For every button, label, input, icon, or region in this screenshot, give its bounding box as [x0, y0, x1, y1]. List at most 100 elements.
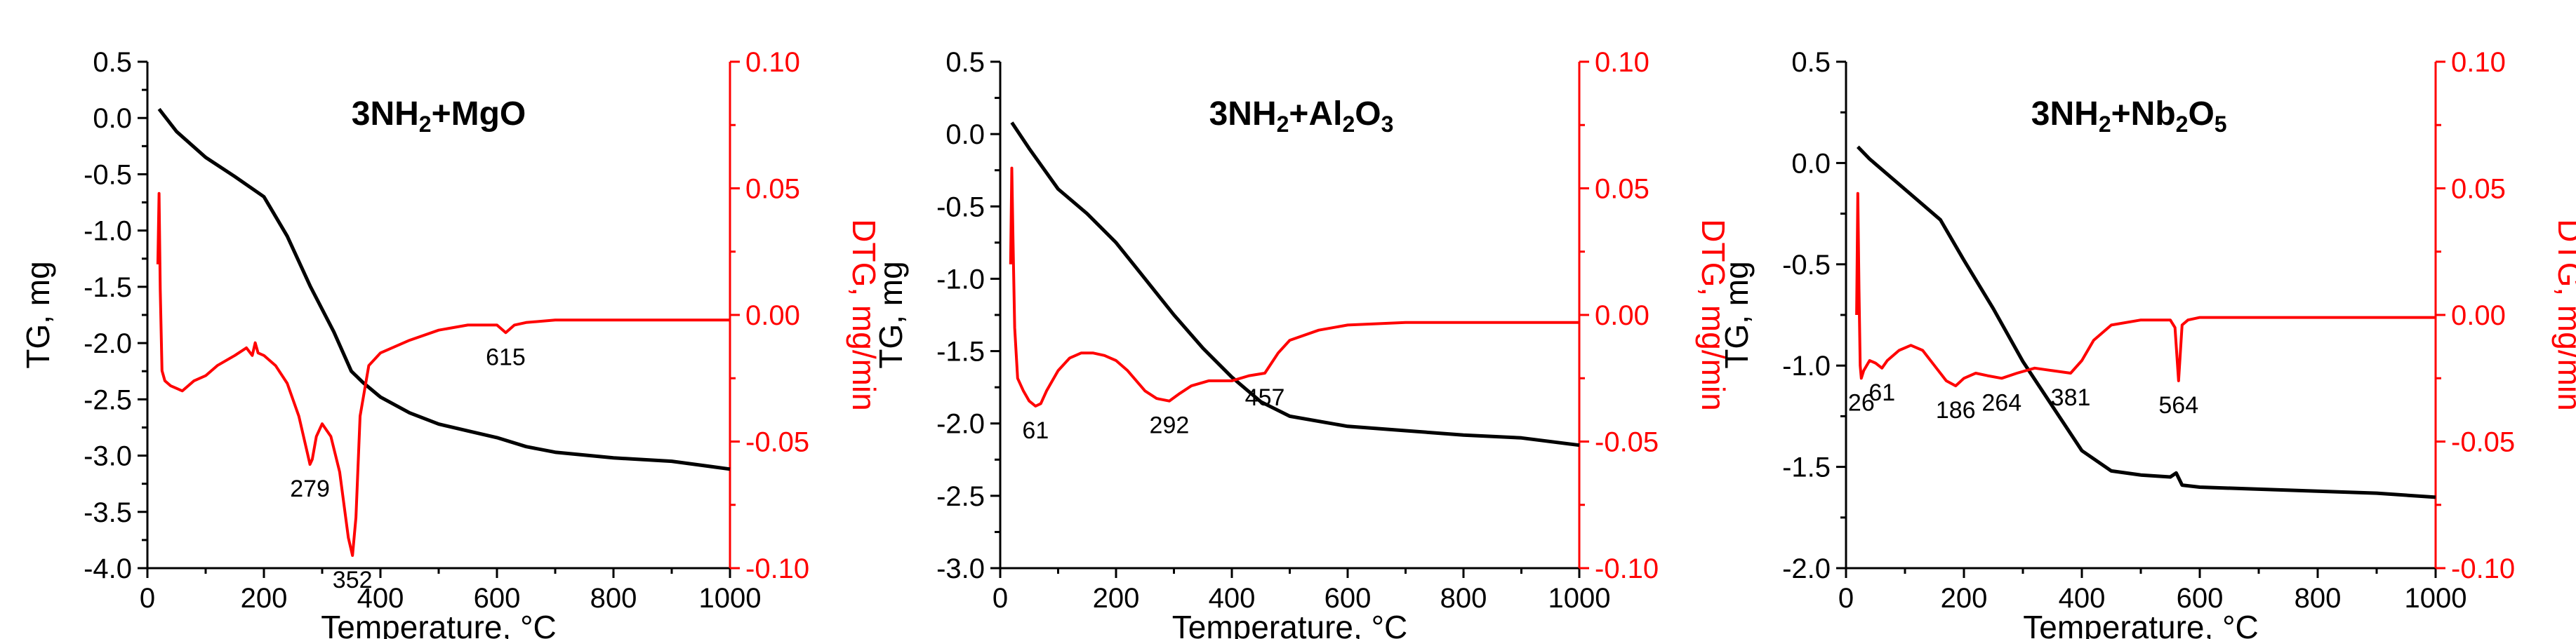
x-tick-label: 200 — [1093, 583, 1140, 614]
y-tick-label: -1.0 — [1782, 351, 1831, 382]
title-subscript: 2 — [1277, 112, 1289, 137]
y2-tick-label: -0.05 — [2451, 427, 2515, 458]
x-tick-label: 0 — [992, 583, 1008, 614]
y-tick-label: -2.0 — [936, 409, 985, 440]
y-tick-label: -2.0 — [1782, 553, 1831, 584]
title-text: 3NH — [1209, 95, 1277, 133]
y2-tick-label: -0.10 — [745, 553, 809, 584]
y-tick-label: -2.5 — [936, 481, 985, 512]
panel-title: 3NH2+Al2O3 — [1209, 95, 1394, 137]
y-tick-label: 0.5 — [93, 47, 132, 78]
peak-label: 264 — [1981, 389, 2021, 416]
y-tick-label: -1.5 — [936, 337, 985, 368]
x-tick-label: 800 — [2295, 583, 2342, 614]
peak-label: 26 — [1848, 389, 1875, 416]
title-text: +MgO — [432, 95, 526, 133]
y2-tick-label: 0.00 — [2451, 300, 2506, 331]
peak-label: 457 — [1245, 384, 1285, 411]
chart-panel-1: 0 200 400 600 800 1000 0.5 0.0 -0.5 -1.0 -1.5 -2.0 -… — [20, 47, 882, 639]
y-tick-label: -2.0 — [84, 328, 132, 359]
peak-label: 381 — [2051, 384, 2091, 411]
y2-tick-label: -0.05 — [1595, 427, 1659, 458]
title-subscript: 2 — [2099, 112, 2111, 137]
y-tick-label: -0.5 — [1782, 250, 1831, 281]
y-tick-label: -3.0 — [936, 553, 985, 584]
y-tick-label: -1.0 — [936, 264, 985, 295]
y2-tick-label: 0.00 — [1595, 300, 1649, 331]
x-tick-label: 600 — [1324, 583, 1372, 614]
y-tick-label: 0.5 — [945, 47, 985, 78]
y2-tick-label: 0.00 — [745, 300, 800, 331]
dtg-series-line — [1855, 191, 2436, 388]
x-tick-label: 400 — [2059, 583, 2106, 614]
y2-tick-label: -0.10 — [2451, 553, 2515, 584]
title-text: 3NH — [352, 95, 419, 133]
y-tick-label: -1.5 — [84, 272, 132, 303]
title-subscript: 2 — [419, 112, 432, 137]
y-tick-label: 0.5 — [1791, 47, 1831, 78]
peak-label: 564 — [2158, 392, 2198, 419]
y2-tick-label: 0.10 — [2451, 47, 2506, 78]
y2-axis-title: DTG, mg/min — [846, 219, 882, 410]
y2-tick-label: 0.10 — [1595, 47, 1649, 78]
peak-label: 292 — [1150, 412, 1190, 439]
title-subscript: 2 — [2176, 112, 2189, 137]
y2-tick-label: 0.10 — [745, 47, 800, 78]
x-tick-label: 0 — [140, 583, 155, 614]
dtg-series-line — [156, 191, 730, 557]
x-axis-title: Temperature, °C — [1172, 609, 1407, 639]
x-tick-label: 200 — [241, 583, 288, 614]
tg-series-line — [157, 107, 731, 471]
peak-label: 352 — [333, 567, 373, 593]
dtg-series-line — [1009, 166, 1579, 408]
y-axis-title: TG, mg — [20, 261, 56, 368]
title-subscript: 3 — [1381, 112, 1394, 137]
y-tick-label: -0.5 — [936, 191, 985, 222]
y2-tick-label: -0.05 — [745, 427, 809, 458]
x-axis-title: Temperature, °C — [321, 609, 556, 639]
y-tick-label: 0.0 — [93, 103, 132, 134]
x-tick-label: 1000 — [699, 583, 762, 614]
title-text: +Al — [1289, 95, 1342, 133]
panel-title: 3NH2+Nb2O5 — [2031, 95, 2227, 137]
title-text: O — [1355, 95, 1381, 133]
title-subscript: 5 — [2215, 112, 2227, 137]
x-tick-label: 800 — [590, 583, 637, 614]
x-tick-label: 600 — [474, 583, 521, 614]
peak-label: 279 — [290, 476, 330, 502]
peak-label: 61 — [1022, 417, 1049, 444]
y-tick-label: -3.0 — [84, 441, 132, 472]
panel-title: 3NH2+MgO — [352, 95, 526, 137]
peak-label: 615 — [486, 344, 526, 370]
x-tick-label: 0 — [1838, 583, 1854, 614]
y-tick-label: -0.5 — [84, 159, 132, 190]
peak-label: 186 — [1936, 397, 1976, 424]
chart-panel-3: 0 200 400 600 800 1000 0.5 0.0 -0.5 -1.0 -1.5 -2.0 0… — [1718, 47, 2576, 639]
x-tick-label: 200 — [1941, 583, 1988, 614]
peak-label: 61 — [1868, 379, 1895, 406]
x-tick-label: 1000 — [2405, 583, 2467, 614]
title-text: 3NH — [2031, 95, 2099, 133]
tg-series-line — [1857, 145, 2436, 499]
y-tick-label: 0.0 — [1791, 148, 1831, 179]
y2-tick-label: 0.05 — [2451, 174, 2506, 205]
y-tick-label: -4.0 — [84, 553, 132, 584]
y-tick-label: -1.0 — [84, 216, 132, 247]
tg-series-line — [1010, 121, 1580, 448]
x-tick-label: 400 — [1209, 583, 1256, 614]
chart-panel-2: 0 200 400 600 800 1000 0.5 0.0 -0.5 -1.0 -1.5 -2.0 -… — [872, 47, 1732, 639]
y2-axis-title: DTG, mg/min — [2551, 219, 2576, 410]
y-axis-title: TG, mg — [872, 261, 909, 368]
x-tick-label: 800 — [1440, 583, 1487, 614]
y-axis-title: TG, mg — [1718, 261, 1755, 368]
y-tick-label: 0.0 — [945, 119, 985, 150]
x-tick-label: 1000 — [1548, 583, 1611, 614]
x-tick-label: 600 — [2177, 583, 2224, 614]
y2-axis-title: DTG, mg/min — [1695, 219, 1732, 410]
title-subscript: 2 — [1342, 112, 1355, 137]
title-text: +Nb — [2111, 95, 2176, 133]
x-tick-label: 400 — [357, 583, 404, 614]
title-text: O — [2188, 95, 2214, 133]
